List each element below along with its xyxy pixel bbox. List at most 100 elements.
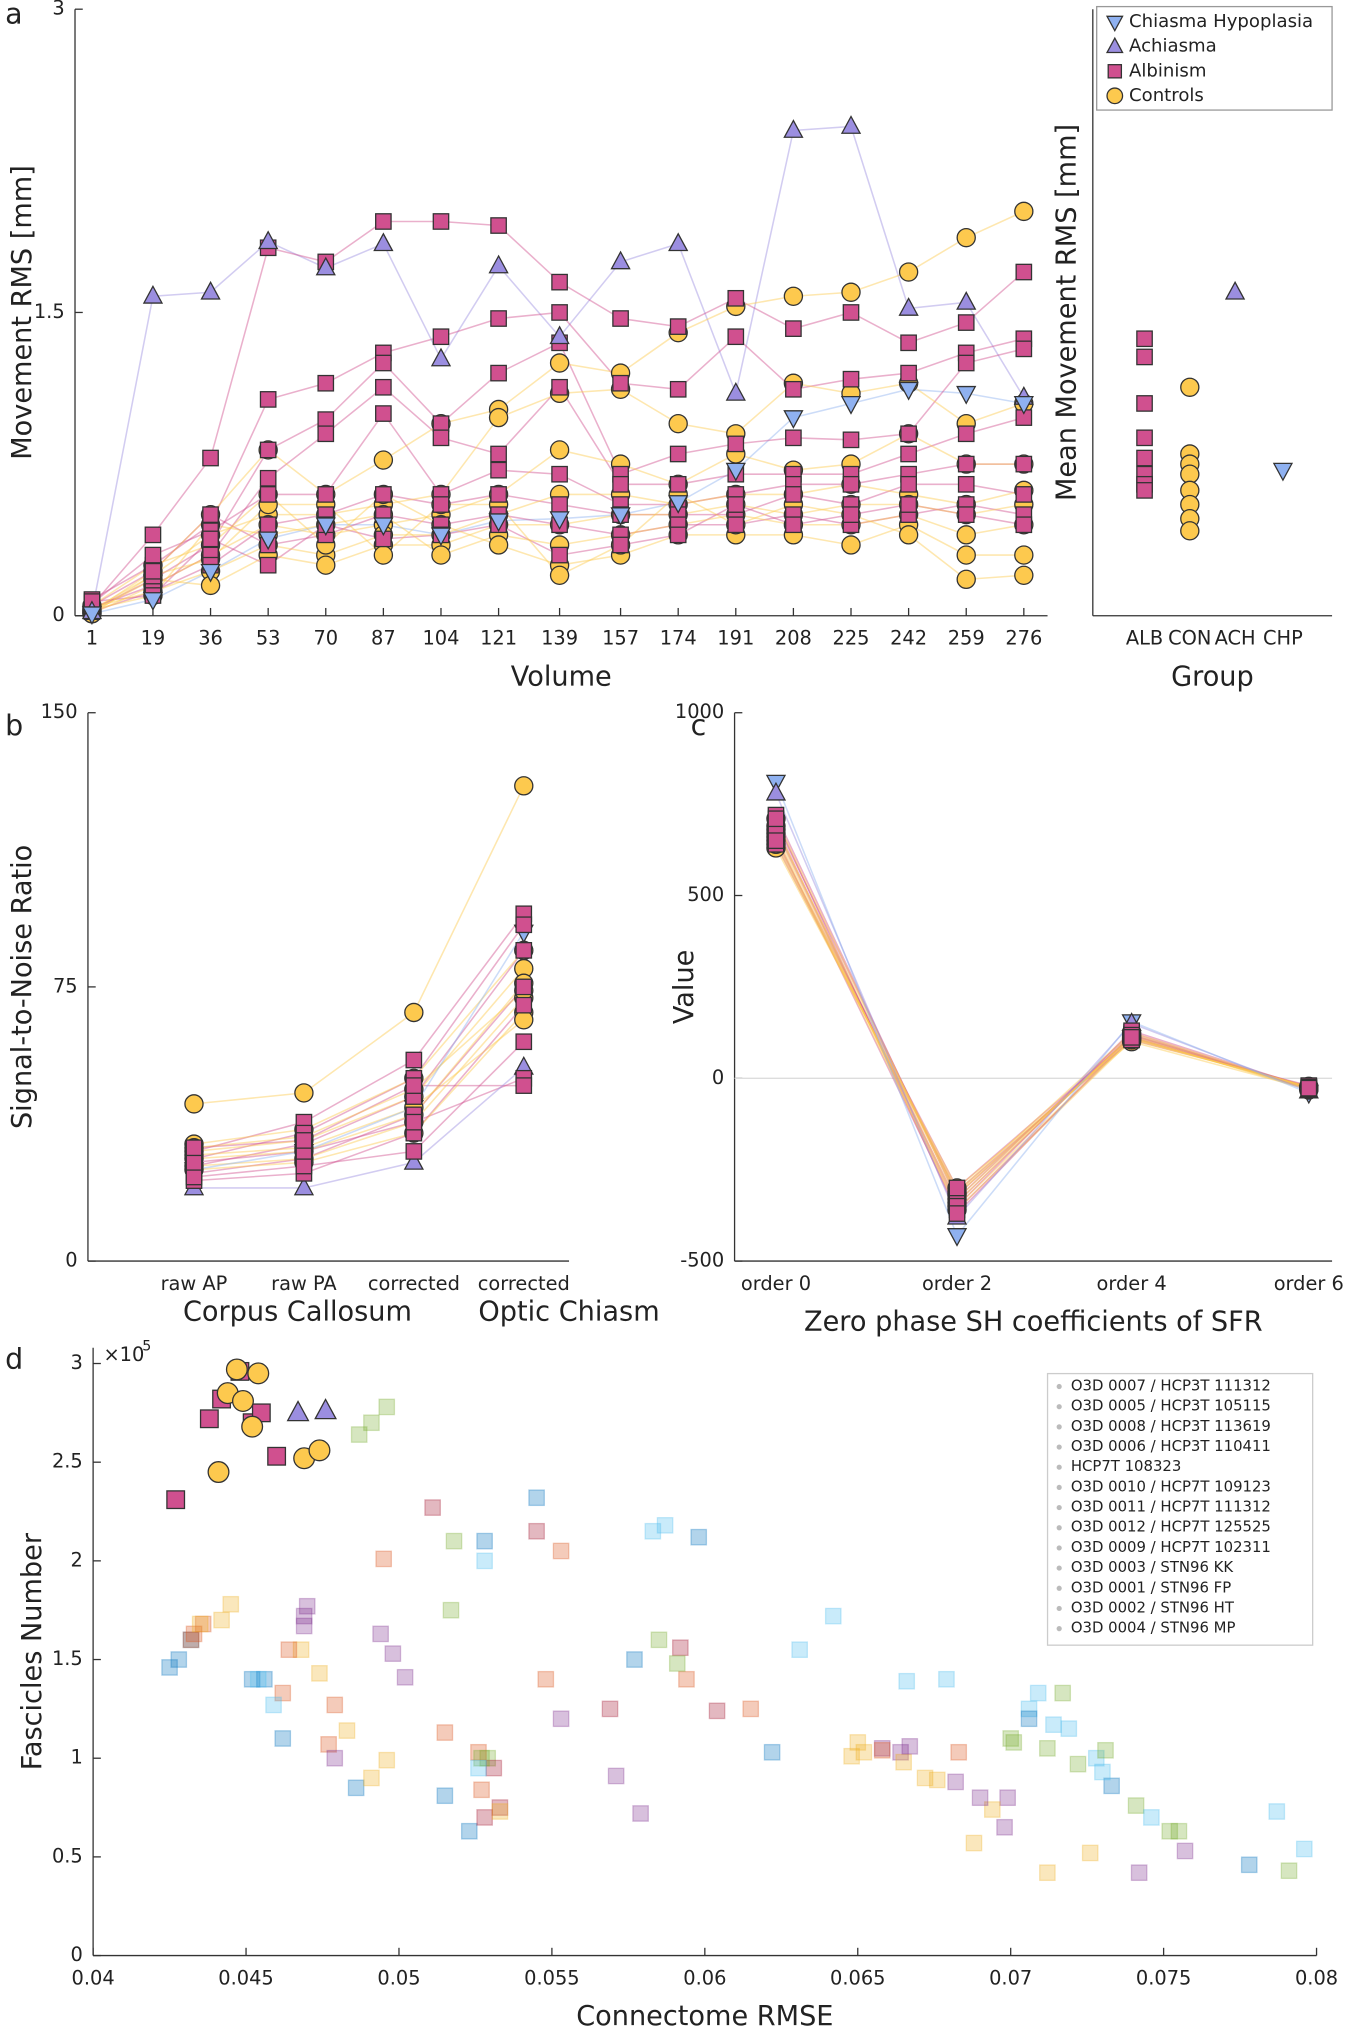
x-tick-label: 0.08 — [1295, 1966, 1338, 1989]
marker — [200, 563, 221, 583]
subject-line — [775, 840, 1309, 1197]
x-tick-label: 157 — [602, 627, 639, 650]
marker — [612, 374, 629, 392]
x-tick-label: corrected — [478, 1272, 570, 1295]
marker — [999, 1789, 1016, 1807]
legend-box — [1046, 1372, 1314, 1646]
marker — [514, 776, 534, 796]
marker — [515, 1033, 533, 1051]
marker — [1105, 15, 1124, 33]
marker — [293, 1176, 315, 1196]
marker — [708, 1702, 726, 1720]
x-tick-label: 1 — [86, 627, 98, 650]
legend-marker — [1056, 1404, 1062, 1410]
marker — [488, 254, 509, 274]
marker — [424, 1499, 441, 1516]
marker — [900, 334, 917, 352]
marker — [317, 411, 335, 428]
marker — [690, 1528, 708, 1546]
x-tick-label: 139 — [541, 627, 578, 650]
x-tick-label: CHP — [1263, 627, 1303, 650]
panel-letter: a — [5, 0, 22, 31]
marker — [200, 280, 221, 300]
marker — [378, 1398, 396, 1416]
marker — [476, 1809, 493, 1826]
legend-label: O3D 0011 / HCP7T 111312 — [1071, 1498, 1271, 1516]
marker — [350, 1426, 368, 1443]
marker — [668, 495, 689, 514]
marker — [898, 297, 919, 316]
marker — [267, 1446, 287, 1466]
marker — [956, 525, 976, 545]
marker — [258, 531, 279, 551]
marker — [601, 1700, 619, 1718]
x-tick-label: 19 — [141, 627, 166, 650]
marker — [378, 1751, 396, 1769]
marker — [957, 475, 975, 493]
y-tick-label: 1 — [70, 1746, 82, 1769]
y-tick-label: -500 — [680, 1249, 724, 1272]
marker — [315, 256, 336, 276]
marker — [727, 435, 745, 453]
marker — [470, 1743, 487, 1761]
y-tick-label: 2 — [70, 1548, 82, 1571]
marker — [855, 1743, 873, 1761]
subject-line — [193, 785, 525, 1105]
marker — [259, 391, 277, 408]
y-tick-label: 0 — [52, 603, 64, 626]
y-tick-label: 1.5 — [52, 1647, 83, 1670]
marker — [274, 1730, 292, 1747]
marker — [298, 1597, 316, 1615]
y-axis-label: Mean Movement RMS [mm] — [1052, 124, 1083, 501]
marker — [742, 1700, 760, 1718]
subject-line — [775, 818, 1310, 1215]
marker — [1136, 330, 1153, 348]
marker — [384, 1645, 402, 1662]
marker — [1002, 1730, 1020, 1747]
y-axis-label: Movement RMS [mm] — [7, 165, 38, 460]
x-tick-label: 0.04 — [72, 1966, 115, 1989]
marker — [295, 1132, 313, 1149]
marker — [375, 486, 392, 503]
marker — [1136, 449, 1153, 467]
marker — [785, 380, 802, 398]
subject-line — [775, 814, 1310, 1201]
marker — [170, 1651, 188, 1668]
marker — [247, 1362, 270, 1385]
marker — [515, 916, 533, 934]
legend-label: O3D 0009 / HCP7T 102311 — [1071, 1538, 1271, 1556]
marker — [983, 1801, 1001, 1818]
marker — [1106, 87, 1124, 105]
marker — [1107, 64, 1123, 79]
marker — [900, 496, 917, 513]
legend-label: Chiasma Hypoplasia — [1129, 11, 1313, 32]
marker — [1176, 1842, 1194, 1860]
marker — [256, 1670, 273, 1688]
marker — [1015, 486, 1033, 503]
marker — [1224, 280, 1246, 300]
y-tick-label: 150 — [41, 700, 78, 723]
marker — [373, 517, 394, 537]
marker — [259, 516, 277, 534]
marker — [375, 405, 392, 422]
marker — [1240, 1856, 1258, 1874]
marker — [612, 536, 629, 554]
legend-label: Controls — [1129, 85, 1204, 106]
marker — [842, 431, 860, 449]
legend-marker — [1056, 1565, 1062, 1571]
panel-letter: d — [5, 1343, 23, 1376]
marker — [326, 1749, 344, 1767]
y-tick-label: 1.5 — [34, 300, 65, 323]
marker — [1123, 1029, 1140, 1046]
marker — [928, 1771, 946, 1789]
subject-line — [193, 1019, 525, 1156]
marker — [1105, 36, 1124, 54]
x-tick-label: 242 — [890, 627, 927, 650]
marker — [551, 378, 568, 396]
y-axis-label: Value — [669, 950, 700, 1025]
x-tick-label: 0.055 — [524, 1966, 579, 1989]
x-tick-label: 121 — [480, 627, 517, 650]
subject-line — [775, 836, 1309, 1212]
marker — [476, 1532, 493, 1550]
x-tick-label: 87 — [371, 627, 396, 650]
